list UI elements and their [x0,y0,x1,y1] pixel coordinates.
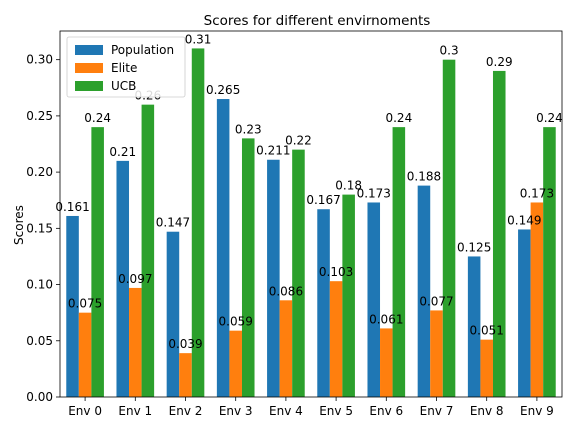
y-tick-label: 0.00 [26,390,53,404]
data-label-ucb-3: 0.23 [235,122,262,136]
bar-elite-6 [380,328,393,397]
y-tick-label: 0.15 [26,221,53,235]
bar-elite-7 [430,310,443,397]
bar-ucb-7 [442,59,456,397]
legend-swatch-elite [75,63,103,73]
y-tick-label: 0.05 [26,334,53,348]
y-tick-label: 0.25 [26,109,53,123]
bar-population-6 [367,202,381,397]
bar-elite-3 [229,330,242,397]
legend: Population Elite UCB [66,36,186,98]
data-label-ucb-0: 0.24 [84,111,111,125]
x-tick-label: Env 0 [68,404,102,418]
x-tick-label: Env 5 [319,404,353,418]
legend-label-elite: Elite [111,61,137,75]
data-label-population-5: 0.167 [306,193,340,207]
bar-population-4 [267,159,280,397]
data-label-ucb-2: 0.31 [185,32,212,46]
data-label-population-3: 0.265 [206,83,240,97]
data-label-elite-3: 0.059 [219,315,253,329]
bar-elite-1 [129,287,142,397]
bar-elite-4 [279,300,293,397]
y-tick-label: 0.30 [26,53,53,67]
data-label-ucb-6: 0.24 [385,111,412,125]
data-label-ucb-4: 0.22 [285,134,312,148]
bar-population-1 [116,160,130,397]
bar-ucb-8 [492,70,506,397]
data-label-elite-2: 0.039 [168,337,202,351]
data-label-population-4: 0.211 [256,144,290,158]
legend-label-ucb: UCB [111,79,136,93]
data-label-ucb-8: 0.29 [486,55,513,69]
bar-elite-9 [530,202,544,397]
x-tick-label: Env 8 [470,404,504,418]
x-tick-label: Env 1 [118,404,152,418]
data-label-elite-7: 0.077 [419,294,453,308]
data-label-elite-8: 0.051 [470,324,504,338]
bar-population-7 [417,185,431,397]
bar-ucb-1 [141,104,155,397]
x-tick-label: Env 7 [420,404,454,418]
x-tick-label: Env 9 [520,404,554,418]
bar-ucb-2 [191,48,205,398]
data-label-population-0: 0.161 [55,200,89,214]
data-label-elite-1: 0.097 [118,272,152,286]
data-label-population-8: 0.125 [457,240,491,254]
y-tick-label: 0.10 [26,278,53,292]
x-tick-label: Env 3 [219,404,253,418]
data-label-elite-0: 0.075 [68,297,102,311]
y-tick-label: 0.20 [26,165,53,179]
bar-population-5 [317,209,330,397]
x-tick-label: Env 2 [169,404,203,418]
data-label-population-7: 0.188 [407,170,441,184]
bar-ucb-3 [241,138,255,397]
data-label-ucb-9: 0.24 [536,111,563,125]
y-axis-label: Scores [12,205,26,245]
data-label-ucb-5: 0.18 [335,179,362,193]
data-label-elite-9: 0.173 [520,186,554,200]
data-label-population-2: 0.147 [156,216,190,230]
bar-population-0 [66,215,79,397]
chart-title: Scores for different envirnoments [204,13,431,29]
bar-population-9 [518,229,531,397]
data-label-population-6: 0.173 [357,186,391,200]
bars-layer [66,48,556,398]
legend-label-population: Population [111,43,174,57]
bar-elite-5 [329,281,343,397]
plot-frame [59,30,563,398]
data-labels-layer: 0.161 0.21 0.147 0.265 0.211 0.167 0.173 0.188 0… [55,32,562,351]
bar-population-2 [166,231,180,397]
legend-swatch-ucb [75,81,103,91]
bar-ucb-5 [342,194,355,397]
bar-population-3 [216,99,230,397]
data-label-elite-4: 0.086 [269,284,303,298]
data-label-ucb-7: 0.3 [440,44,459,58]
bar-ucb-0 [91,127,104,398]
data-label-population-1: 0.21 [109,145,136,159]
data-label-elite-6: 0.061 [369,312,403,326]
bar-ucb-9 [543,127,556,398]
bar-elite-2 [179,353,192,397]
y-axis: 0.00 0.05 0.10 0.15 0.20 0.25 0.30 [26,53,60,404]
data-label-population-9: 0.149 [507,213,541,227]
bar-elite-0 [78,312,92,397]
bar-elite-8 [480,339,493,397]
x-axis: Env 0 Env 1 Env 2 Env 3 Env 4 Env 5 Env 6 Env 7… [68,397,554,418]
bar-ucb-4 [292,149,305,397]
x-tick-label: Env 6 [369,404,403,418]
bar-population-8 [467,256,481,397]
bar-ucb-6 [392,127,406,398]
data-label-elite-5: 0.103 [319,265,353,279]
x-tick-label: Env 4 [269,404,303,418]
legend-swatch-population [75,45,103,55]
